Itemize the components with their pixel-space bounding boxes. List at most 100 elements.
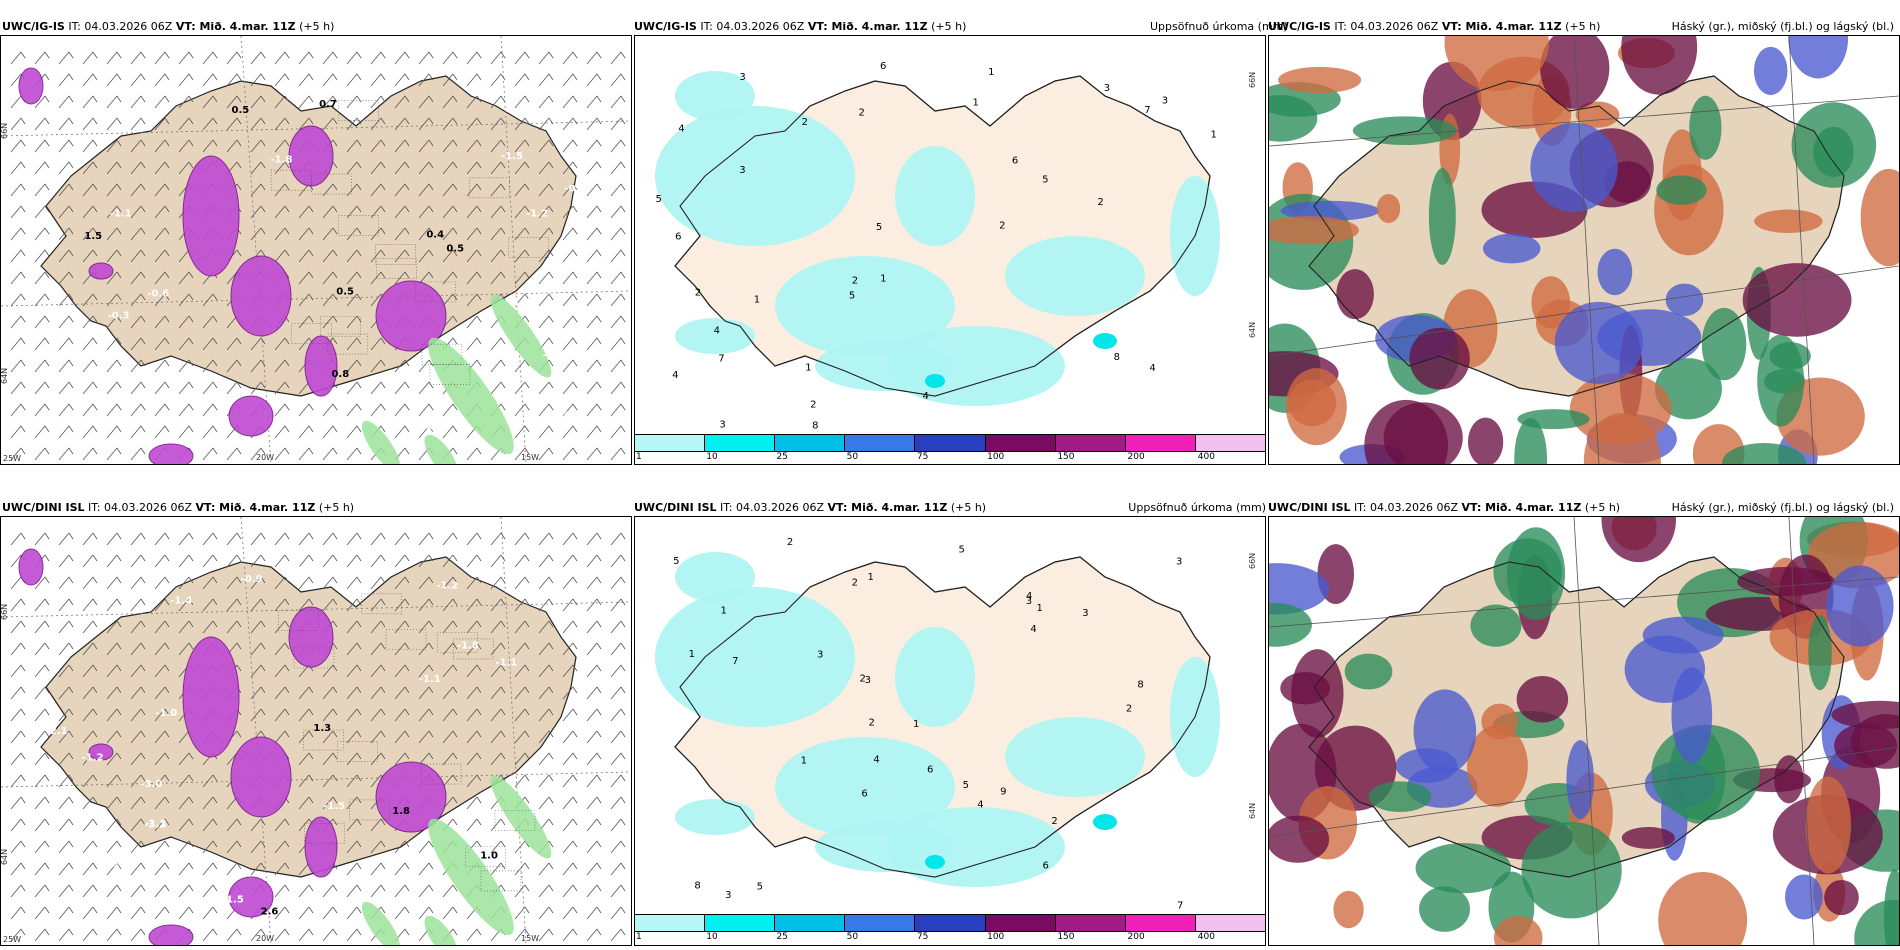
wind-barb xyxy=(490,752,506,766)
wind-barb xyxy=(106,708,122,722)
panel-2-title: UWC/IG-IS IT: 04.03.2026 06Z VT: Mið. 4.… xyxy=(634,20,967,33)
snow-precip-area xyxy=(228,876,274,918)
wind-barb xyxy=(10,906,26,920)
wind-barb xyxy=(34,183,50,197)
wind-barb xyxy=(562,117,578,131)
wind-barb xyxy=(538,249,554,263)
wind-barb xyxy=(130,752,146,766)
wind-barb xyxy=(346,906,362,920)
wind-barb xyxy=(394,139,410,153)
wind-barb xyxy=(346,95,362,109)
snow-precip-area xyxy=(18,548,44,586)
temperature-value-label: -1.0 xyxy=(155,708,177,719)
wind-barb xyxy=(442,730,458,744)
wind-barb xyxy=(154,139,170,153)
wind-barb xyxy=(394,359,410,373)
wind-barb xyxy=(418,227,434,241)
wind-barb xyxy=(154,620,170,634)
wind-barb xyxy=(298,271,314,285)
wind-barb xyxy=(586,183,602,197)
temperature-value-label: -1.2 xyxy=(436,581,458,592)
wind-barb xyxy=(202,532,218,546)
wind-barb xyxy=(154,774,170,788)
precip-value-label: 2 xyxy=(787,537,793,548)
wind-barb xyxy=(562,73,578,87)
precip-area xyxy=(895,627,975,727)
wind-barb xyxy=(322,227,338,241)
snow-precip-area xyxy=(375,761,447,833)
wind-barb xyxy=(538,686,554,700)
wind-barb xyxy=(514,139,530,153)
wind-barb xyxy=(130,928,146,942)
precip-value-label: 1 xyxy=(880,273,886,284)
latitude-label: 64N xyxy=(1248,803,1257,819)
wind-barb xyxy=(394,183,410,197)
scale-tick-label: 200 xyxy=(1127,452,1145,462)
wind-barb xyxy=(202,139,218,153)
rain-precip-area xyxy=(361,901,401,945)
temperature-value-label: 1.0 xyxy=(480,850,498,861)
wind-barb xyxy=(106,664,122,678)
wind-barb xyxy=(10,928,26,942)
wind-barb xyxy=(322,271,338,285)
wind-barb xyxy=(226,620,242,634)
wind-barb xyxy=(538,205,554,219)
scale-swatch xyxy=(775,915,846,931)
wind-barb xyxy=(58,271,74,285)
wind-barb xyxy=(346,315,362,329)
wind-barb xyxy=(154,884,170,898)
wind-barb xyxy=(178,554,194,568)
wind-barb xyxy=(10,708,26,722)
precip-area xyxy=(675,799,755,835)
cloud-cover-area xyxy=(1336,269,1374,320)
wind-barb xyxy=(490,359,506,373)
wind-barb xyxy=(346,928,362,942)
wind-barb xyxy=(178,862,194,876)
wind-barb xyxy=(346,708,362,722)
wind-barb xyxy=(394,161,410,175)
wind-barb xyxy=(586,884,602,898)
wind-barb xyxy=(298,774,314,788)
wind-barb xyxy=(538,928,554,942)
cloud-cover-area xyxy=(1467,417,1504,464)
precip-value-label: 2 xyxy=(859,108,865,119)
wind-barb xyxy=(298,554,314,568)
wind-barb xyxy=(178,359,194,373)
snow-precip-area xyxy=(228,395,274,437)
precip-value-label: 7 xyxy=(732,656,738,667)
wind-barb xyxy=(610,884,626,898)
cloud-cover-area xyxy=(1517,409,1590,430)
cloud-cover-area xyxy=(1419,886,1471,932)
wind-barb xyxy=(178,161,194,175)
wind-barb xyxy=(514,906,530,920)
precip-value-label: 7 xyxy=(718,353,724,364)
latitude-label: 66N xyxy=(1248,553,1257,569)
wind-barb xyxy=(586,293,602,307)
wind-barb xyxy=(58,381,74,395)
wind-barb xyxy=(250,598,266,612)
wind-barb xyxy=(490,139,506,153)
wind-barb xyxy=(322,928,338,942)
wind-barb xyxy=(586,271,602,285)
snow-precip-area xyxy=(288,125,334,187)
wind-barb xyxy=(154,708,170,722)
wind-barb xyxy=(10,205,26,219)
wind-barb xyxy=(466,620,482,634)
wind-barb xyxy=(322,686,338,700)
wind-barb xyxy=(394,117,410,131)
wind-barb xyxy=(466,818,482,832)
wind-barb xyxy=(370,249,386,263)
wind-barb xyxy=(226,818,242,832)
wind-barb xyxy=(82,708,98,722)
wind-barb xyxy=(514,161,530,175)
wind-barb xyxy=(250,620,266,634)
wind-barb xyxy=(370,642,386,656)
wind-barb xyxy=(154,117,170,131)
wind-barb xyxy=(322,249,338,263)
wind-barb xyxy=(106,293,122,307)
wind-barb xyxy=(58,752,74,766)
graticule-line xyxy=(240,517,272,945)
wind-barb xyxy=(106,139,122,153)
wind-barb xyxy=(562,752,578,766)
